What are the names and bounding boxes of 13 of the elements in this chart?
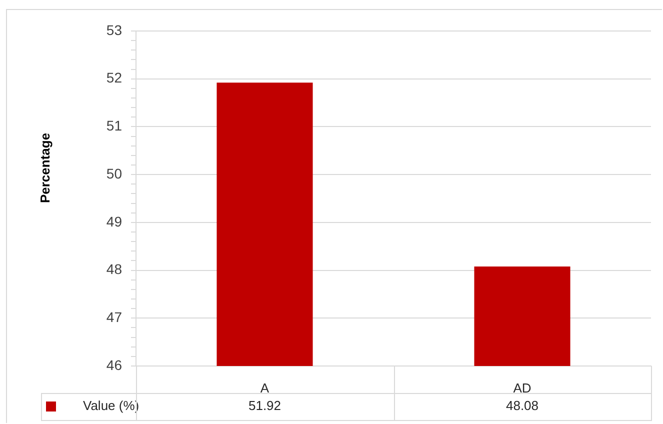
y-tick-label: 51: [106, 118, 122, 134]
y-tick-label: 52: [106, 70, 122, 86]
y-tick-label: 49: [106, 213, 122, 230]
y-tick-label: 53: [106, 22, 122, 38]
y-tick-label: 48: [106, 261, 122, 278]
y-axis-title: Percentage: [38, 132, 53, 204]
x-tick-label: A: [260, 380, 270, 396]
y-tick-label: 50: [106, 165, 122, 182]
data-label: 51.92: [248, 398, 282, 414]
x-tick-label: AD: [513, 380, 532, 396]
y-tick-label: 47: [106, 309, 122, 325]
y-tick-label: 46: [106, 356, 122, 373]
data-label: 48.08: [506, 398, 539, 414]
